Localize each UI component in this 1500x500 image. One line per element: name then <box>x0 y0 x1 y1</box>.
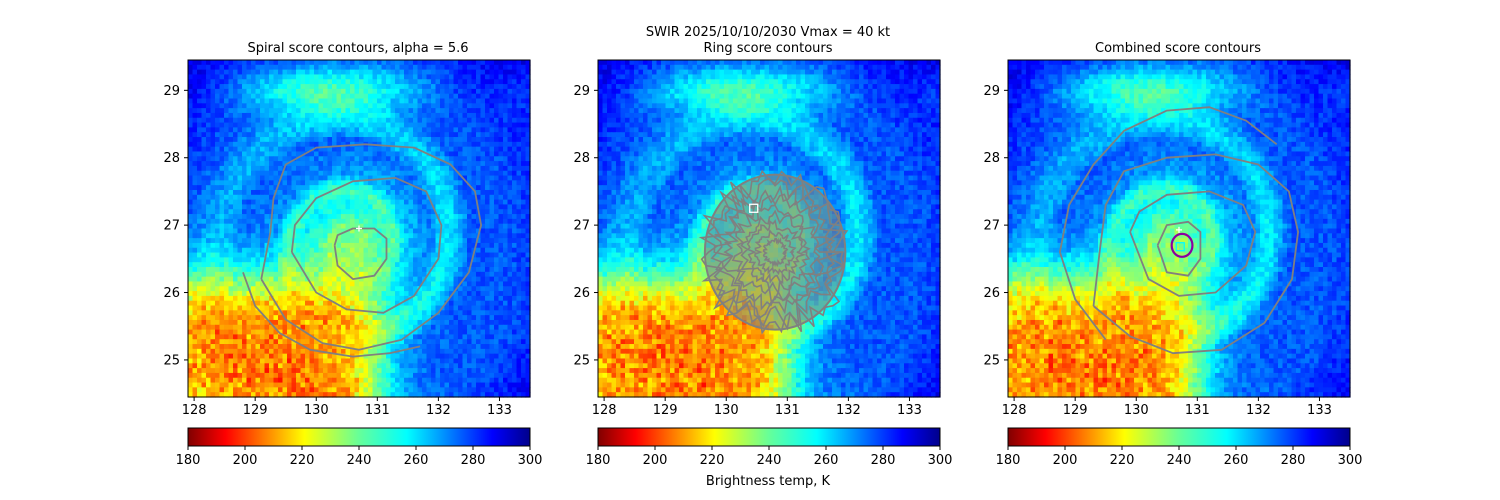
panel-title-spiral: Spiral score contours, alpha = 5.6 <box>247 41 468 56</box>
x-tick-label: 130 <box>1124 403 1149 418</box>
heatmap-combined <box>1008 60 1351 398</box>
center-square-marker <box>749 203 759 213</box>
y-tick-label: 26 <box>573 286 590 301</box>
panel-title-ring: Ring score contours <box>703 41 832 56</box>
colorbar-label: Brightness temp, K <box>706 474 831 489</box>
y-tick-label: 26 <box>983 286 1000 301</box>
colorbar-tick-label: 240 <box>757 453 782 468</box>
x-tick-label: 133 <box>1307 403 1332 418</box>
colorbar-tick-label: 200 <box>643 453 668 468</box>
colorbar-tick-label: 240 <box>347 453 372 468</box>
colorbar-tick-label: 200 <box>233 453 258 468</box>
plot-area-combined: 128 129 130 131 132 133 25 26 27 28 29 <box>983 59 1351 418</box>
colorbar-tick-label: 200 <box>1053 453 1078 468</box>
y-tick-label: 29 <box>983 84 1000 99</box>
colorbar-tick-label: 220 <box>700 453 725 468</box>
y-tick-label: 29 <box>163 84 180 99</box>
colorbar-tick-label: 180 <box>176 453 201 468</box>
colorbar-tick-label: 240 <box>1167 453 1192 468</box>
x-tick-label: 128 <box>592 403 617 418</box>
colorbar-tick-label: 260 <box>404 453 429 468</box>
center-ring <box>1170 232 1194 258</box>
colorbar-tick-label: 260 <box>814 453 839 468</box>
colorbar-combined: 180 200 220 240 260 280 300 <box>996 427 1363 468</box>
y-tick-label: 25 <box>573 353 590 368</box>
x-tick-label: 130 <box>304 403 329 418</box>
ring-contours <box>698 169 849 335</box>
contour-inner <box>333 227 388 280</box>
colorbar-tick-label: 180 <box>996 453 1021 468</box>
axes-frame <box>1007 59 1351 398</box>
colorbar-tick-label: 280 <box>1281 453 1306 468</box>
contour-middle <box>290 177 443 314</box>
colorbar-tick-label: 280 <box>461 453 486 468</box>
colorbar-gradient <box>187 427 531 447</box>
colorbar-gradient <box>597 427 941 447</box>
y-tick-label: 27 <box>163 219 180 234</box>
x-tick-label: 132 <box>426 403 451 418</box>
axes-frame <box>597 59 941 398</box>
panel-spiral: Spiral score contours, alpha = 5.6 128 12… <box>163 41 542 468</box>
contour-fourth <box>1156 220 1202 277</box>
colorbar-ring: 180 200 220 240 260 280 300 <box>586 427 953 468</box>
x-tick-label: 131 <box>775 403 800 418</box>
x-tick-label: 132 <box>836 403 861 418</box>
plot-area-ring: 128 129 130 131 132 133 25 26 27 28 29 <box>573 59 941 418</box>
colorbar-tick-label: 280 <box>871 453 896 468</box>
x-tick-label: 132 <box>1246 403 1271 418</box>
panel-title-combined: Combined score contours <box>1095 41 1261 56</box>
figure-suptitle: SWIR 2025/10/10/2030 Vmax = 40 kt <box>646 25 890 40</box>
colorbar-tick-label: 180 <box>586 453 611 468</box>
x-tick-label: 131 <box>1185 403 1210 418</box>
y-tick-label: 28 <box>573 151 590 166</box>
contour-tail <box>242 271 421 358</box>
panel-combined: Combined score contours 128 129 130 131 132 1… <box>983 41 1362 468</box>
center-plus-marker <box>1176 226 1182 233</box>
x-tick-label: 129 <box>243 403 268 418</box>
y-tick-label: 25 <box>983 353 1000 368</box>
plot-area-spiral: 128 129 130 131 132 133 25 26 27 28 29 <box>163 59 531 418</box>
contour-third <box>1129 190 1257 297</box>
axes-frame <box>187 59 531 398</box>
y-tick-label: 27 <box>573 219 590 234</box>
y-tick-label: 29 <box>573 84 590 99</box>
x-tick-label: 129 <box>653 403 678 418</box>
colorbar-tick-label: 220 <box>1110 453 1135 468</box>
colorbar-tick-label: 300 <box>928 453 953 468</box>
panel-ring: Ring score contours 128 129 130 131 132 133 25… <box>573 41 952 468</box>
colorbar-gradient <box>1007 427 1351 447</box>
x-tick-label: 131 <box>365 403 390 418</box>
x-tick-label: 133 <box>487 403 512 418</box>
x-tick-label: 128 <box>182 403 207 418</box>
y-tick-label: 25 <box>163 353 180 368</box>
center-square-marker <box>1175 242 1185 252</box>
colorbar-tick-label: 300 <box>1338 453 1363 468</box>
x-tick-label: 133 <box>897 403 922 418</box>
y-tick-label: 27 <box>983 219 1000 234</box>
heatmap-spiral <box>188 60 531 398</box>
contour-outer <box>1059 106 1278 341</box>
contour-second <box>1092 153 1299 355</box>
colorbar-tick-label: 220 <box>290 453 315 468</box>
y-tick-label: 26 <box>163 286 180 301</box>
colorbar-spiral: 180 200 220 240 260 280 300 <box>176 427 543 468</box>
colorbar-tick-label: 300 <box>518 453 543 468</box>
center-plus-marker <box>356 225 362 232</box>
x-tick-label: 129 <box>1063 403 1088 418</box>
y-tick-label: 28 <box>163 151 180 166</box>
colorbar-tick-label: 260 <box>1224 453 1249 468</box>
x-tick-label: 128 <box>1002 403 1027 418</box>
contour-outer <box>260 143 482 351</box>
x-tick-label: 130 <box>714 403 739 418</box>
y-tick-label: 28 <box>983 151 1000 166</box>
